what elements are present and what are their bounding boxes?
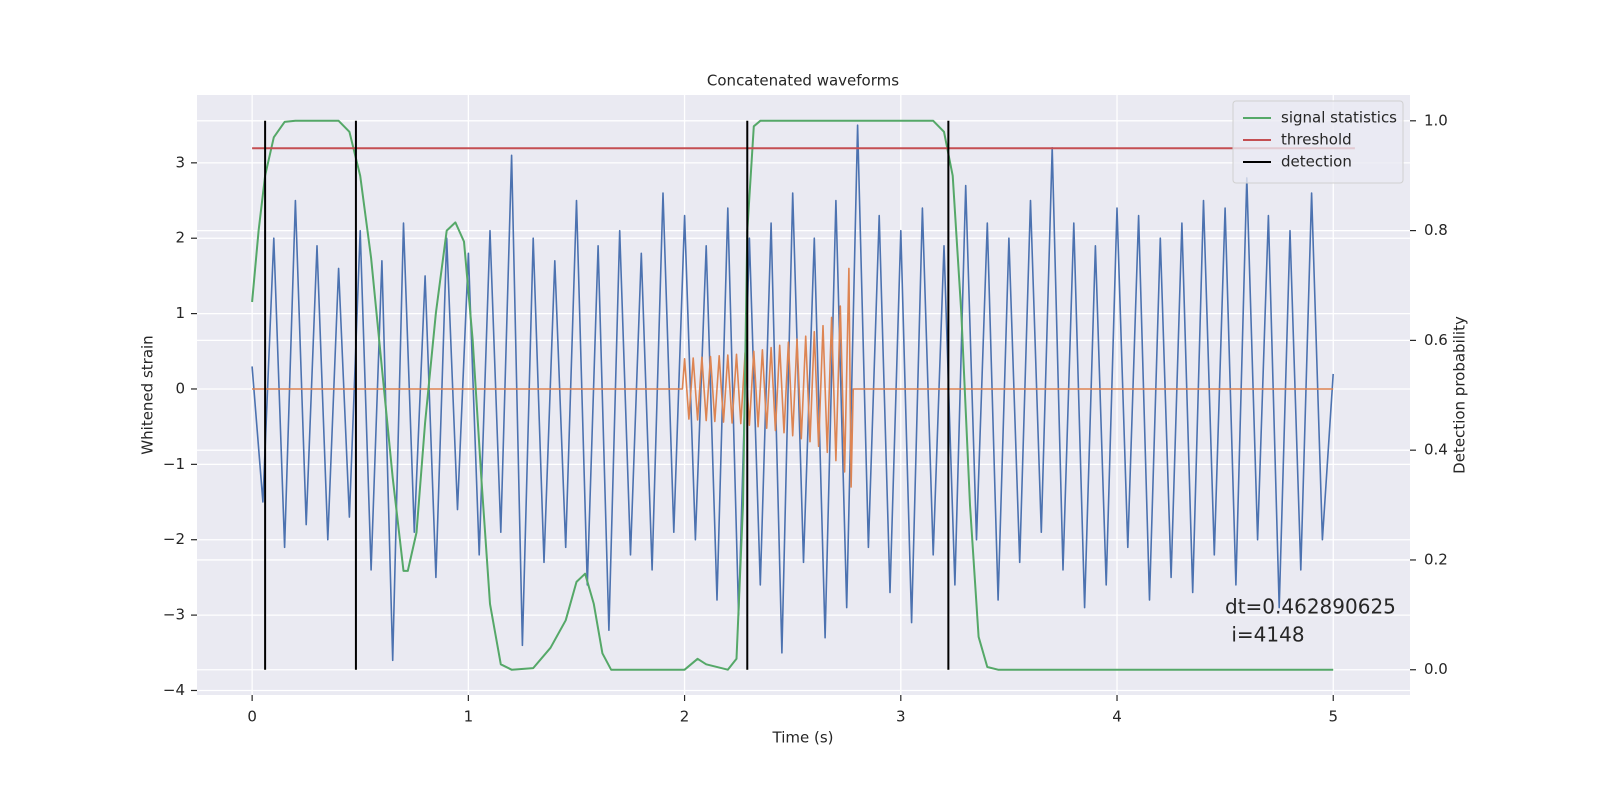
annotation: dt=0.462890625 bbox=[1225, 595, 1396, 619]
x-tick-label: 4 bbox=[1112, 708, 1122, 726]
y-tick-label: −2 bbox=[163, 530, 185, 548]
y2-tick-label: 0.6 bbox=[1424, 331, 1448, 349]
legend-box bbox=[1232, 100, 1404, 184]
legend-label: threshold bbox=[1281, 131, 1352, 149]
x-tick-label: 0 bbox=[247, 708, 257, 726]
x-tick-label: 1 bbox=[464, 708, 474, 726]
series-line bbox=[252, 267, 1334, 488]
x-tick-label: 3 bbox=[896, 708, 906, 726]
y-tick-label: −1 bbox=[163, 455, 185, 473]
y2-axis-label: Detection probability bbox=[1451, 316, 1469, 474]
y2-tick-label: 0.0 bbox=[1424, 660, 1448, 678]
series-line bbox=[251, 124, 1334, 662]
legend-label: detection bbox=[1281, 153, 1352, 171]
x-tick-label: 5 bbox=[1328, 708, 1338, 726]
y-tick-label: 1 bbox=[175, 304, 185, 322]
x-tick-label: 2 bbox=[680, 708, 690, 726]
y-tick-label: 2 bbox=[175, 229, 185, 247]
y-tick-label: −3 bbox=[163, 606, 185, 624]
y2-tick-label: 1.0 bbox=[1424, 111, 1448, 129]
y2-tick-label: 0.2 bbox=[1424, 550, 1448, 568]
y-tick-label: 0 bbox=[175, 379, 185, 397]
x-axis-label: Time (s) bbox=[772, 729, 834, 747]
y-tick-label: −4 bbox=[163, 681, 185, 699]
y-axis-label: Whitened strain bbox=[139, 335, 157, 454]
legend-label: signal statistics bbox=[1281, 109, 1397, 127]
series-line bbox=[251, 119, 1334, 671]
y2-tick-label: 0.8 bbox=[1424, 221, 1448, 239]
annotation: i=4148 bbox=[1225, 623, 1305, 647]
y2-tick-label: 0.4 bbox=[1424, 441, 1448, 459]
chart-title: Concatenated waveforms bbox=[707, 72, 899, 90]
y-tick-label: 3 bbox=[175, 153, 185, 171]
